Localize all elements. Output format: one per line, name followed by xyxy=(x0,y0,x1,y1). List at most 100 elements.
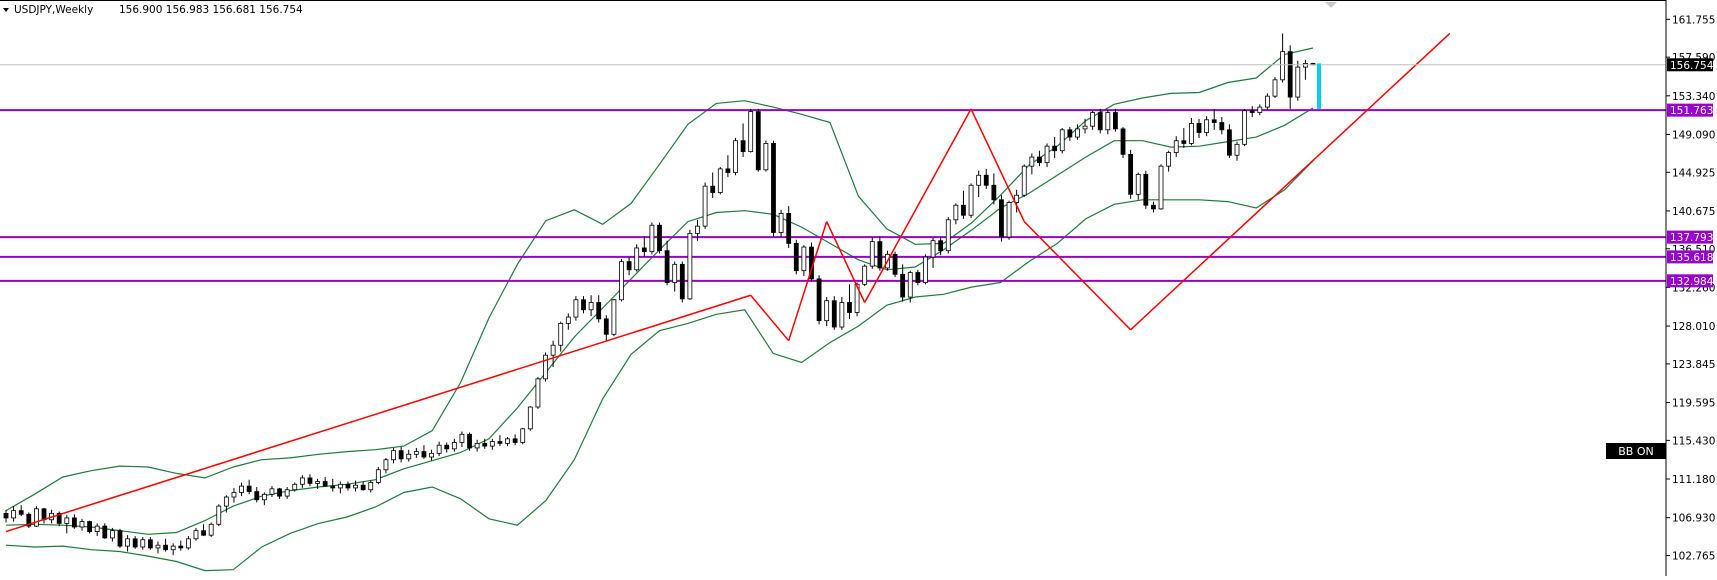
candle xyxy=(687,229,693,300)
candle-body-up xyxy=(109,530,115,539)
axis-tick-label: 123.845 xyxy=(1672,359,1715,371)
candle-body-down xyxy=(307,477,313,484)
zigzag-segment[interactable] xyxy=(1130,32,1451,331)
axis-tick-label: 144.925 xyxy=(1672,167,1715,179)
candle-body-down xyxy=(41,508,47,521)
candle-body-down xyxy=(1249,110,1255,113)
candle xyxy=(284,487,290,499)
candle xyxy=(657,222,662,254)
candle xyxy=(1044,143,1050,168)
candle xyxy=(733,137,738,176)
candle-body-up xyxy=(1075,128,1080,138)
zigzag-segment[interactable] xyxy=(970,108,1025,222)
candle xyxy=(482,438,488,449)
candle-body-down xyxy=(1143,173,1149,206)
candle-body-up xyxy=(907,272,913,298)
candle-body-down xyxy=(771,143,776,233)
candle-body-down xyxy=(786,213,792,244)
candle-body-up xyxy=(1082,125,1088,130)
zigzag-lines xyxy=(5,32,1451,533)
candle xyxy=(1082,118,1088,134)
candle xyxy=(201,524,206,537)
candle-body-up xyxy=(1272,79,1278,97)
candle xyxy=(383,457,389,474)
axis-tick-label: 111.180 xyxy=(1672,474,1715,486)
candle xyxy=(702,182,708,229)
candle-body-up xyxy=(185,538,191,549)
candle-body-down xyxy=(710,185,716,193)
candle-body-up xyxy=(945,219,951,252)
candle xyxy=(596,295,602,323)
chart-shift-marker[interactable] xyxy=(1325,2,1337,8)
zigzag-segment[interactable] xyxy=(787,221,828,341)
candle-body-up xyxy=(337,483,343,489)
candle-body-down xyxy=(1219,122,1225,131)
candle xyxy=(641,236,647,258)
candle-body-up xyxy=(1029,156,1035,167)
bb-on-label: BB ON xyxy=(1618,445,1653,458)
candle xyxy=(611,298,617,337)
candle-body-up xyxy=(299,477,305,485)
candle-body-up xyxy=(223,496,229,507)
bb-on-badge-bg xyxy=(1606,443,1666,459)
zigzag-segment[interactable] xyxy=(750,294,790,342)
candle-body-down xyxy=(421,451,427,458)
bb-on-badge[interactable]: BB ON xyxy=(1606,443,1666,459)
zigzag-segment[interactable] xyxy=(825,221,866,303)
candle-body-down xyxy=(961,204,966,216)
level-3-tag-bg xyxy=(1667,274,1713,288)
zigzag-segment[interactable] xyxy=(1023,221,1132,331)
candle xyxy=(345,481,351,491)
candle xyxy=(353,480,358,492)
candle-body-up xyxy=(1173,140,1179,153)
candle-body-up xyxy=(953,204,959,221)
candle-body-down xyxy=(657,224,662,252)
candle xyxy=(299,475,305,488)
candle xyxy=(649,222,655,255)
candle-body-down xyxy=(330,485,336,489)
candle xyxy=(406,449,412,462)
candle-body-up xyxy=(474,442,480,449)
candle-body-down xyxy=(117,530,123,547)
candle-body-down xyxy=(1052,145,1058,152)
candle-body-up xyxy=(11,510,16,519)
candle xyxy=(679,261,685,303)
candle-body-down xyxy=(892,253,898,275)
candle xyxy=(117,528,123,548)
ohlc-values: 156.900 156.983 156.681 156.754 xyxy=(119,4,303,16)
axis-tick-label: 119.595 xyxy=(1672,398,1715,410)
candle-body-up xyxy=(1204,119,1210,133)
candle-body-up xyxy=(869,241,875,267)
candle-body-up xyxy=(489,441,495,447)
zigzag-segment[interactable] xyxy=(864,108,972,303)
level-labels: 151.763 137.793 135.618 132.984 156.754 xyxy=(1667,58,1714,288)
candle-body-up xyxy=(565,316,571,324)
dropdown-triangle-icon[interactable] xyxy=(3,8,9,12)
level-1-tag-label: 137.793 xyxy=(1670,232,1713,244)
candle-body-down xyxy=(740,140,746,153)
candle-body-down xyxy=(1151,204,1156,210)
candle xyxy=(223,495,229,513)
candle xyxy=(193,527,199,541)
candle xyxy=(588,295,594,317)
candle xyxy=(1067,127,1073,141)
level-2-tag-bg xyxy=(1667,250,1713,264)
candle xyxy=(847,284,852,319)
candle-body-down xyxy=(900,273,906,298)
axis-tick-label: 128.010 xyxy=(1672,321,1715,333)
candle xyxy=(1189,117,1194,146)
candle-body-up xyxy=(391,450,396,461)
candle xyxy=(976,170,982,198)
candle-body-up xyxy=(733,140,738,173)
candle-body-down xyxy=(793,243,799,272)
candle xyxy=(1135,172,1141,200)
zigzag-segment[interactable] xyxy=(5,294,751,533)
candle xyxy=(1113,108,1118,132)
candle xyxy=(710,172,716,198)
candle xyxy=(3,509,9,523)
candle-body-down xyxy=(444,444,450,450)
candle-body-up xyxy=(155,544,161,549)
candle xyxy=(170,543,176,556)
bb-lower-line xyxy=(5,160,1314,572)
